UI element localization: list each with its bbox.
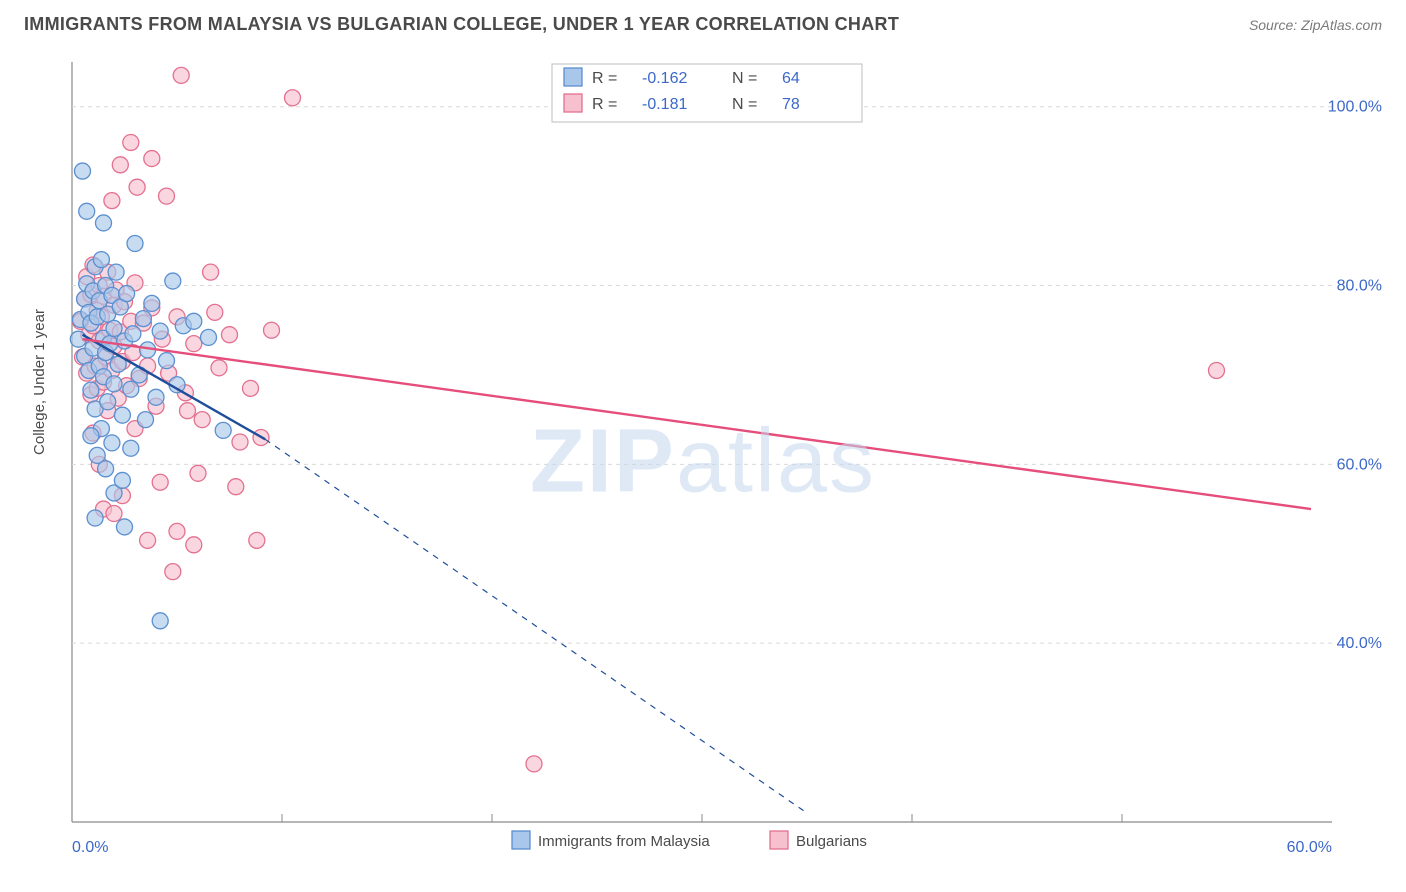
x-tick-label: 60.0%	[1287, 839, 1332, 856]
legend-stat: -0.181	[642, 96, 687, 113]
legend-series-label: Bulgarians	[796, 833, 867, 850]
legend-stat: -0.162	[642, 70, 687, 87]
legend-stat: 78	[782, 96, 800, 113]
chart-title: IMMIGRANTS FROM MALAYSIA VS BULGARIAN CO…	[24, 14, 899, 35]
y-axis-label: College, Under 1 year	[31, 309, 48, 455]
x-tick-label: 0.0%	[72, 839, 108, 856]
source-attribution: Source: ZipAtlas.com	[1249, 17, 1382, 33]
y-tick-label: 80.0%	[1337, 278, 1382, 295]
y-tick-label: 40.0%	[1337, 635, 1382, 652]
chart-container: 40.0% 60.0% 80.0% 100.0% 0.0% 60.0% College, U…	[24, 50, 1382, 874]
legend-series-label: Immigrants from Malaysia	[538, 833, 710, 850]
y-tick-label: 60.0%	[1337, 456, 1382, 473]
legend-stat: N =	[732, 96, 757, 113]
legend-stat: 64	[782, 70, 800, 87]
correlation-scatter-chart: 40.0% 60.0% 80.0% 100.0% 0.0% 60.0% College, U…	[24, 50, 1382, 874]
legend-stat: R =	[592, 70, 617, 87]
legend-stat: N =	[732, 70, 757, 87]
legend-stat: R =	[592, 96, 617, 113]
y-tick-label: 100.0%	[1328, 99, 1382, 116]
